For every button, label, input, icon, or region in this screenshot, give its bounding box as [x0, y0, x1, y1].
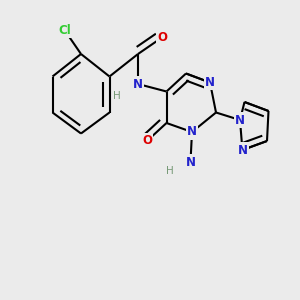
Text: H: H [113, 91, 121, 101]
Text: N: N [235, 113, 245, 127]
Text: Cl: Cl [58, 23, 71, 37]
Text: H: H [166, 166, 173, 176]
Text: O: O [142, 134, 152, 148]
Text: N: N [237, 143, 248, 157]
Text: N: N [133, 77, 143, 91]
Text: O: O [157, 31, 167, 44]
Text: N: N [185, 155, 196, 169]
Text: N: N [187, 125, 197, 139]
Text: N: N [205, 76, 215, 89]
